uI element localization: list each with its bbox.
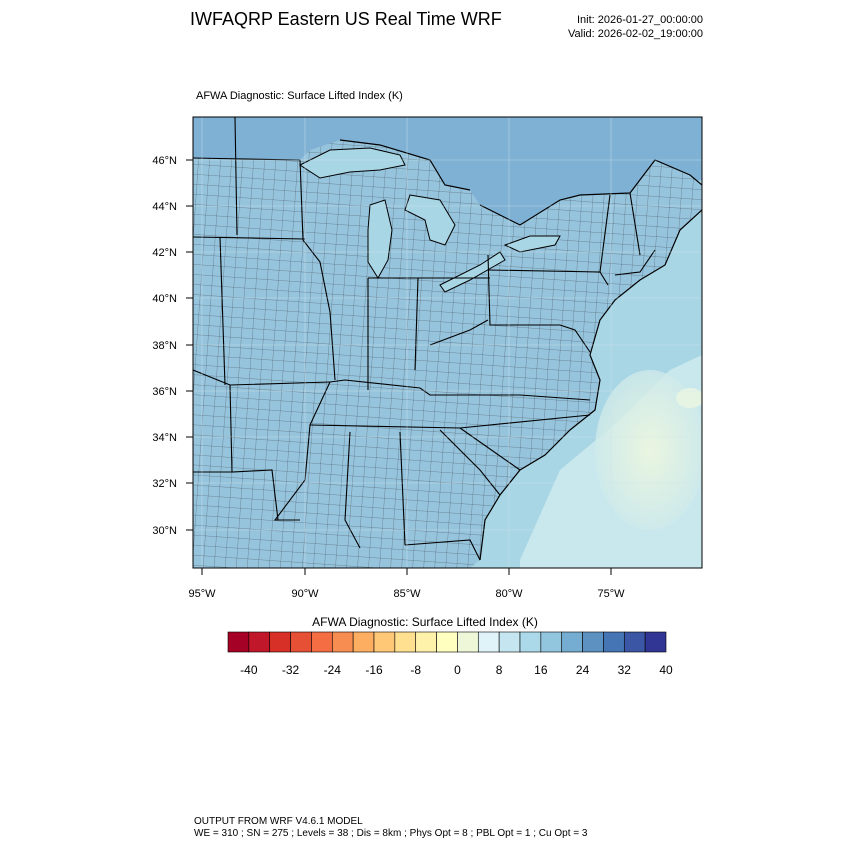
field-title: AFWA Diagnostic: Surface Lifted Index (K… [196,90,403,102]
colorbar-swatch [519,631,542,653]
colorbar-tick-label: -8 [410,663,421,677]
colorbar-swatch [561,631,583,653]
valid-time: Valid: 2026-02-02_19:00:00 [568,28,703,40]
model-info-line-2: WE = 310 ; SN = 275 ; Levels = 38 ; Dis … [194,828,588,839]
colorbar-swatch [457,631,479,653]
colorbar-swatch [477,631,500,653]
run-times: Init: 2026-01-27_00:00:00 Valid: 2026-02… [568,13,703,41]
lake-huron [404,194,456,246]
colorbar-tick-label: 16 [534,663,548,677]
page-title: IWFAQRP Eastern US Real Time WRF [190,9,502,29]
lon-label: 95°W [188,588,216,600]
lat-label: 42°N [152,247,177,259]
lat-label: 38°N [152,340,177,352]
colorbar-tick-label: 40 [659,663,673,677]
colorbar-swatch [290,631,312,653]
colorbar-tick-label: -24 [324,663,342,677]
longitude-axis: 95°W 90°W 85°W 80°W 75°W [188,568,625,600]
graticule [193,117,702,568]
lon-label: 75°W [597,588,625,600]
map-panel [193,117,702,568]
colorbar-tick-label: 0 [454,663,461,677]
colorbar-swatch [498,631,521,653]
init-time: Init: 2026-01-27_00:00:00 [577,14,703,26]
colorbar-swatch [623,631,646,653]
colorbar-swatch [269,631,291,653]
colorbar-swatch [331,631,354,653]
colorbar-tick-label: -16 [365,663,383,677]
lat-label: 40°N [152,293,177,305]
colorbar-swatch [436,631,458,653]
colorbar: -40 -32 -24 -16 -8 0 8 16 24 32 40 [227,631,673,677]
colorbar-tick-label: 32 [618,663,632,677]
colorbar-swatch [248,631,271,653]
county-lines [193,140,702,568]
lat-label: 46°N [152,155,177,167]
colorbar-tick-label: -32 [282,663,300,677]
colorbar-title: AFWA Diagnostic: Surface Lifted Index (K… [312,615,538,629]
colorbar-swatch [603,631,625,653]
colorbar-tick-label: 24 [576,663,590,677]
colorbar-swatch [227,631,250,653]
warm-anomaly [595,370,702,530]
lat-label: 32°N [152,478,177,490]
lon-label: 85°W [393,588,421,600]
lat-label: 30°N [152,525,177,537]
colorbar-swatch [644,631,667,653]
state-borders [193,117,656,561]
colorbar-swatch [394,631,417,653]
lake-michigan [367,199,393,279]
lon-label: 90°W [291,588,319,600]
colorbar-swatch [352,631,375,653]
lon-label: 80°W [495,588,523,600]
colorbar-swatch [415,631,437,653]
latitude-axis: 46°N 44°N 42°N 40°N 38°N 36°N 34°N 32°N 30°N [152,155,193,537]
lat-label: 44°N [152,201,177,213]
colorbar-tick-label: -40 [240,663,258,677]
model-info-line-1: OUTPUT FROM WRF V4.6.1 MODEL [194,816,363,827]
lat-label: 34°N [152,432,177,444]
warm-spot [676,388,702,408]
colorbar-swatch [373,631,396,653]
model-info: OUTPUT FROM WRF V4.6.1 MODEL WE = 310 ; … [194,816,587,840]
map-frame [192,116,703,569]
colorbar-tick-label: 8 [496,663,503,677]
lake-superior [298,147,406,179]
colorbar-swatch [540,631,563,653]
colorbar-swatch [582,631,604,653]
lake-ontario [503,235,561,253]
colorbar-swatch [311,631,333,653]
lat-label: 36°N [152,386,177,398]
